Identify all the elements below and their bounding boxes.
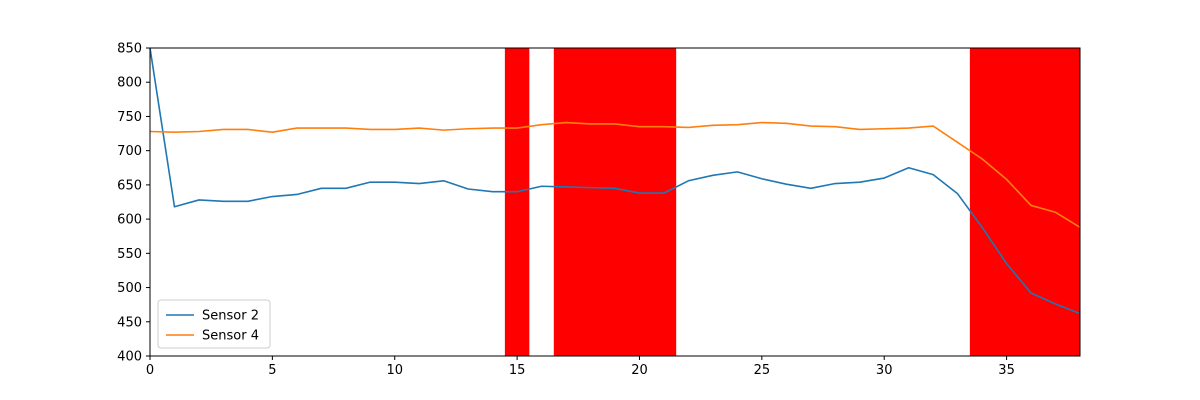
x-tick-label: 0 (146, 363, 154, 378)
y-tick-label: 600 (117, 213, 142, 228)
y-tick-label: 450 (117, 315, 142, 330)
legend-box (157, 299, 271, 349)
series-line-sensor-2 (149, 47, 1081, 315)
series-lines (149, 47, 1081, 315)
y-tick-label: 800 (117, 76, 142, 91)
plot-frame (149, 47, 1081, 357)
y-tick-label: 750 (117, 110, 142, 125)
highlight-bands (504, 48, 1080, 356)
y-tick-label: 650 (117, 178, 142, 193)
y-tick-label: 850 (117, 42, 142, 57)
x-tick-label: 30 (876, 363, 893, 378)
y-axis: 400 450 500 550 600 650 700 750 800 850 (117, 42, 150, 365)
x-tick-label: 15 (509, 363, 526, 378)
y-tick-label: 550 (117, 247, 142, 262)
x-tick-label: 20 (631, 363, 648, 378)
legend-label: Sensor 2 (202, 309, 259, 324)
y-tick-label: 500 (117, 281, 142, 296)
x-tick-label: 35 (998, 363, 1015, 378)
highlight-band-1 (504, 48, 530, 356)
y-tick-label: 700 (117, 144, 142, 159)
legend: Sensor 2 Sensor 4 (157, 299, 271, 349)
x-axis: 0 5 10 15 20 25 30 35 (146, 356, 1015, 378)
x-tick-label: 10 (386, 363, 403, 378)
x-tick-label: 5 (268, 363, 276, 378)
x-tick-label: 25 (754, 363, 771, 378)
highlight-band-3 (969, 48, 1080, 356)
series-line-sensor-4 (149, 121, 1081, 229)
y-tick-label: 400 (117, 350, 142, 365)
highlight-band-2 (553, 48, 677, 356)
legend-label: Sensor 4 (202, 329, 259, 344)
